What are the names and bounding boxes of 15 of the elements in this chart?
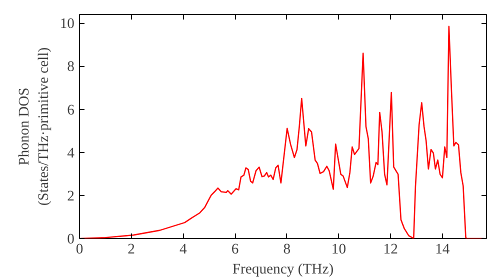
- y-tick-label: 0: [67, 232, 74, 248]
- y-tick-label: 2: [67, 188, 74, 204]
- x-tick-label: 14: [435, 242, 450, 258]
- y-axis-title: Phonon DOS (States/THz·primitive cell): [16, 47, 52, 206]
- y-tick-label: 8: [67, 59, 74, 76]
- x-axis-title: Frequency (THz): [232, 262, 334, 278]
- y-tick-label: 10: [60, 16, 74, 32]
- x-tick-label: 10: [331, 242, 346, 258]
- x-tick-label: 4: [180, 242, 188, 258]
- x-tick-label: 2: [128, 242, 136, 258]
- y-tick-label: 6: [67, 102, 74, 118]
- y-tick-label: 4: [67, 145, 76, 162]
- x-tick-label: 6: [231, 242, 239, 258]
- x-tick-label: 12: [383, 242, 398, 258]
- x-tick-label: 8: [283, 242, 291, 258]
